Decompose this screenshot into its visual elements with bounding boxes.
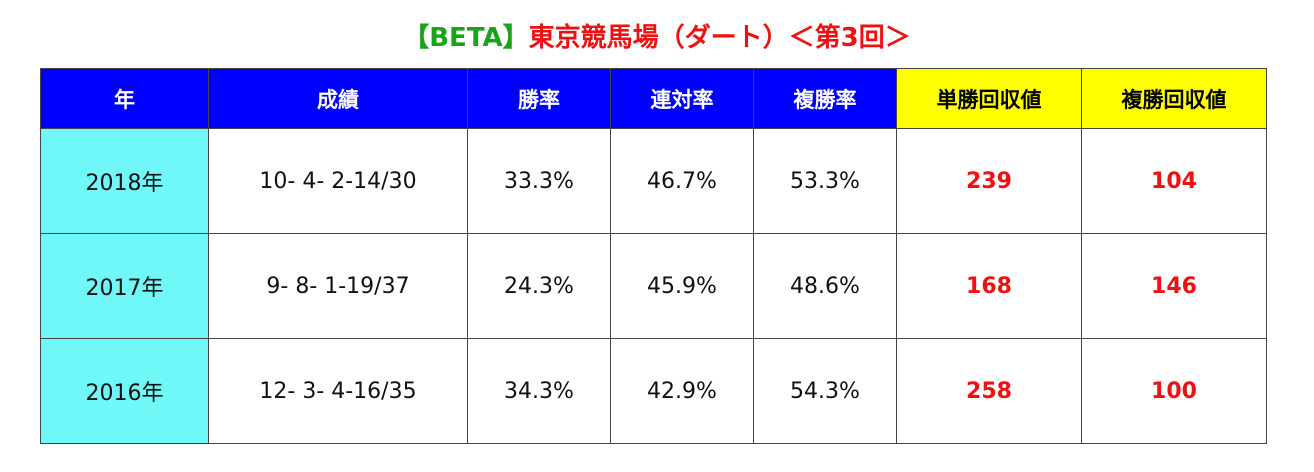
header-cell: 勝率 bbox=[467, 68, 611, 129]
table-cell: 239 bbox=[896, 128, 1082, 234]
table-cell: 45.9% bbox=[610, 233, 754, 339]
table-cell: 12- 3- 4-16/35 bbox=[208, 338, 468, 444]
table-cell: 146 bbox=[1081, 233, 1267, 339]
table-row: 2018年 10- 4- 2-14/30 33.3% 46.7% 53.3% 239 104 bbox=[40, 128, 1267, 234]
table-cell: 48.6% bbox=[753, 233, 897, 339]
table-cell: 258 bbox=[896, 338, 1082, 444]
title-main: 東京競馬場（ダート）＜第3回＞ bbox=[528, 23, 911, 53]
table-cell: 54.3% bbox=[753, 338, 897, 444]
title: 【BETA】東京競馬場（ダート）＜第3回＞ bbox=[0, 18, 1314, 58]
header-cell: 成績 bbox=[208, 68, 468, 129]
table-cell: 46.7% bbox=[610, 128, 754, 234]
table-cell: 100 bbox=[1081, 338, 1267, 444]
table-row: 2017年 9- 8- 1-19/37 24.3% 45.9% 48.6% 168 146 bbox=[40, 233, 1267, 339]
table-cell: 53.3% bbox=[753, 128, 897, 234]
table-cell: 34.3% bbox=[467, 338, 611, 444]
header-cell: 年 bbox=[40, 68, 209, 129]
header-row: 年成績 勝率 連対率 複勝率 単勝回収値 複勝回収値 bbox=[40, 68, 1267, 129]
table-cell: 168 bbox=[896, 233, 1082, 339]
table-cell: 24.3% bbox=[467, 233, 611, 339]
header-cell: 単勝回収値 bbox=[896, 68, 1082, 129]
table-cell: 2016年 bbox=[40, 338, 209, 444]
header-cell: 複勝率 bbox=[753, 68, 897, 129]
table-cell: 2017年 bbox=[40, 233, 209, 339]
title-prefix: 【BETA】 bbox=[403, 23, 529, 53]
table-cell: 9- 8- 1-19/37 bbox=[208, 233, 468, 339]
table-row: 2016年 12- 3- 4-16/35 34.3% 42.9% 54.3% 258 100 bbox=[40, 338, 1267, 444]
header-cell: 複勝回収値 bbox=[1081, 68, 1267, 129]
table-body: 2018年 10- 4- 2-14/30 33.3% 46.7% 53.3% 239 104… bbox=[40, 128, 1267, 444]
table-cell: 104 bbox=[1081, 128, 1267, 234]
header-cell: 連対率 bbox=[610, 68, 754, 129]
results-table: 年成績 勝率 連対率 複勝率 単勝回収値 複勝回収値 2018年 10- 4- 2-14/3… bbox=[40, 68, 1267, 444]
table-cell: 10- 4- 2-14/30 bbox=[208, 128, 468, 234]
table-cell: 2018年 bbox=[40, 128, 209, 234]
table-cell: 33.3% bbox=[467, 128, 611, 234]
table-cell: 42.9% bbox=[610, 338, 754, 444]
